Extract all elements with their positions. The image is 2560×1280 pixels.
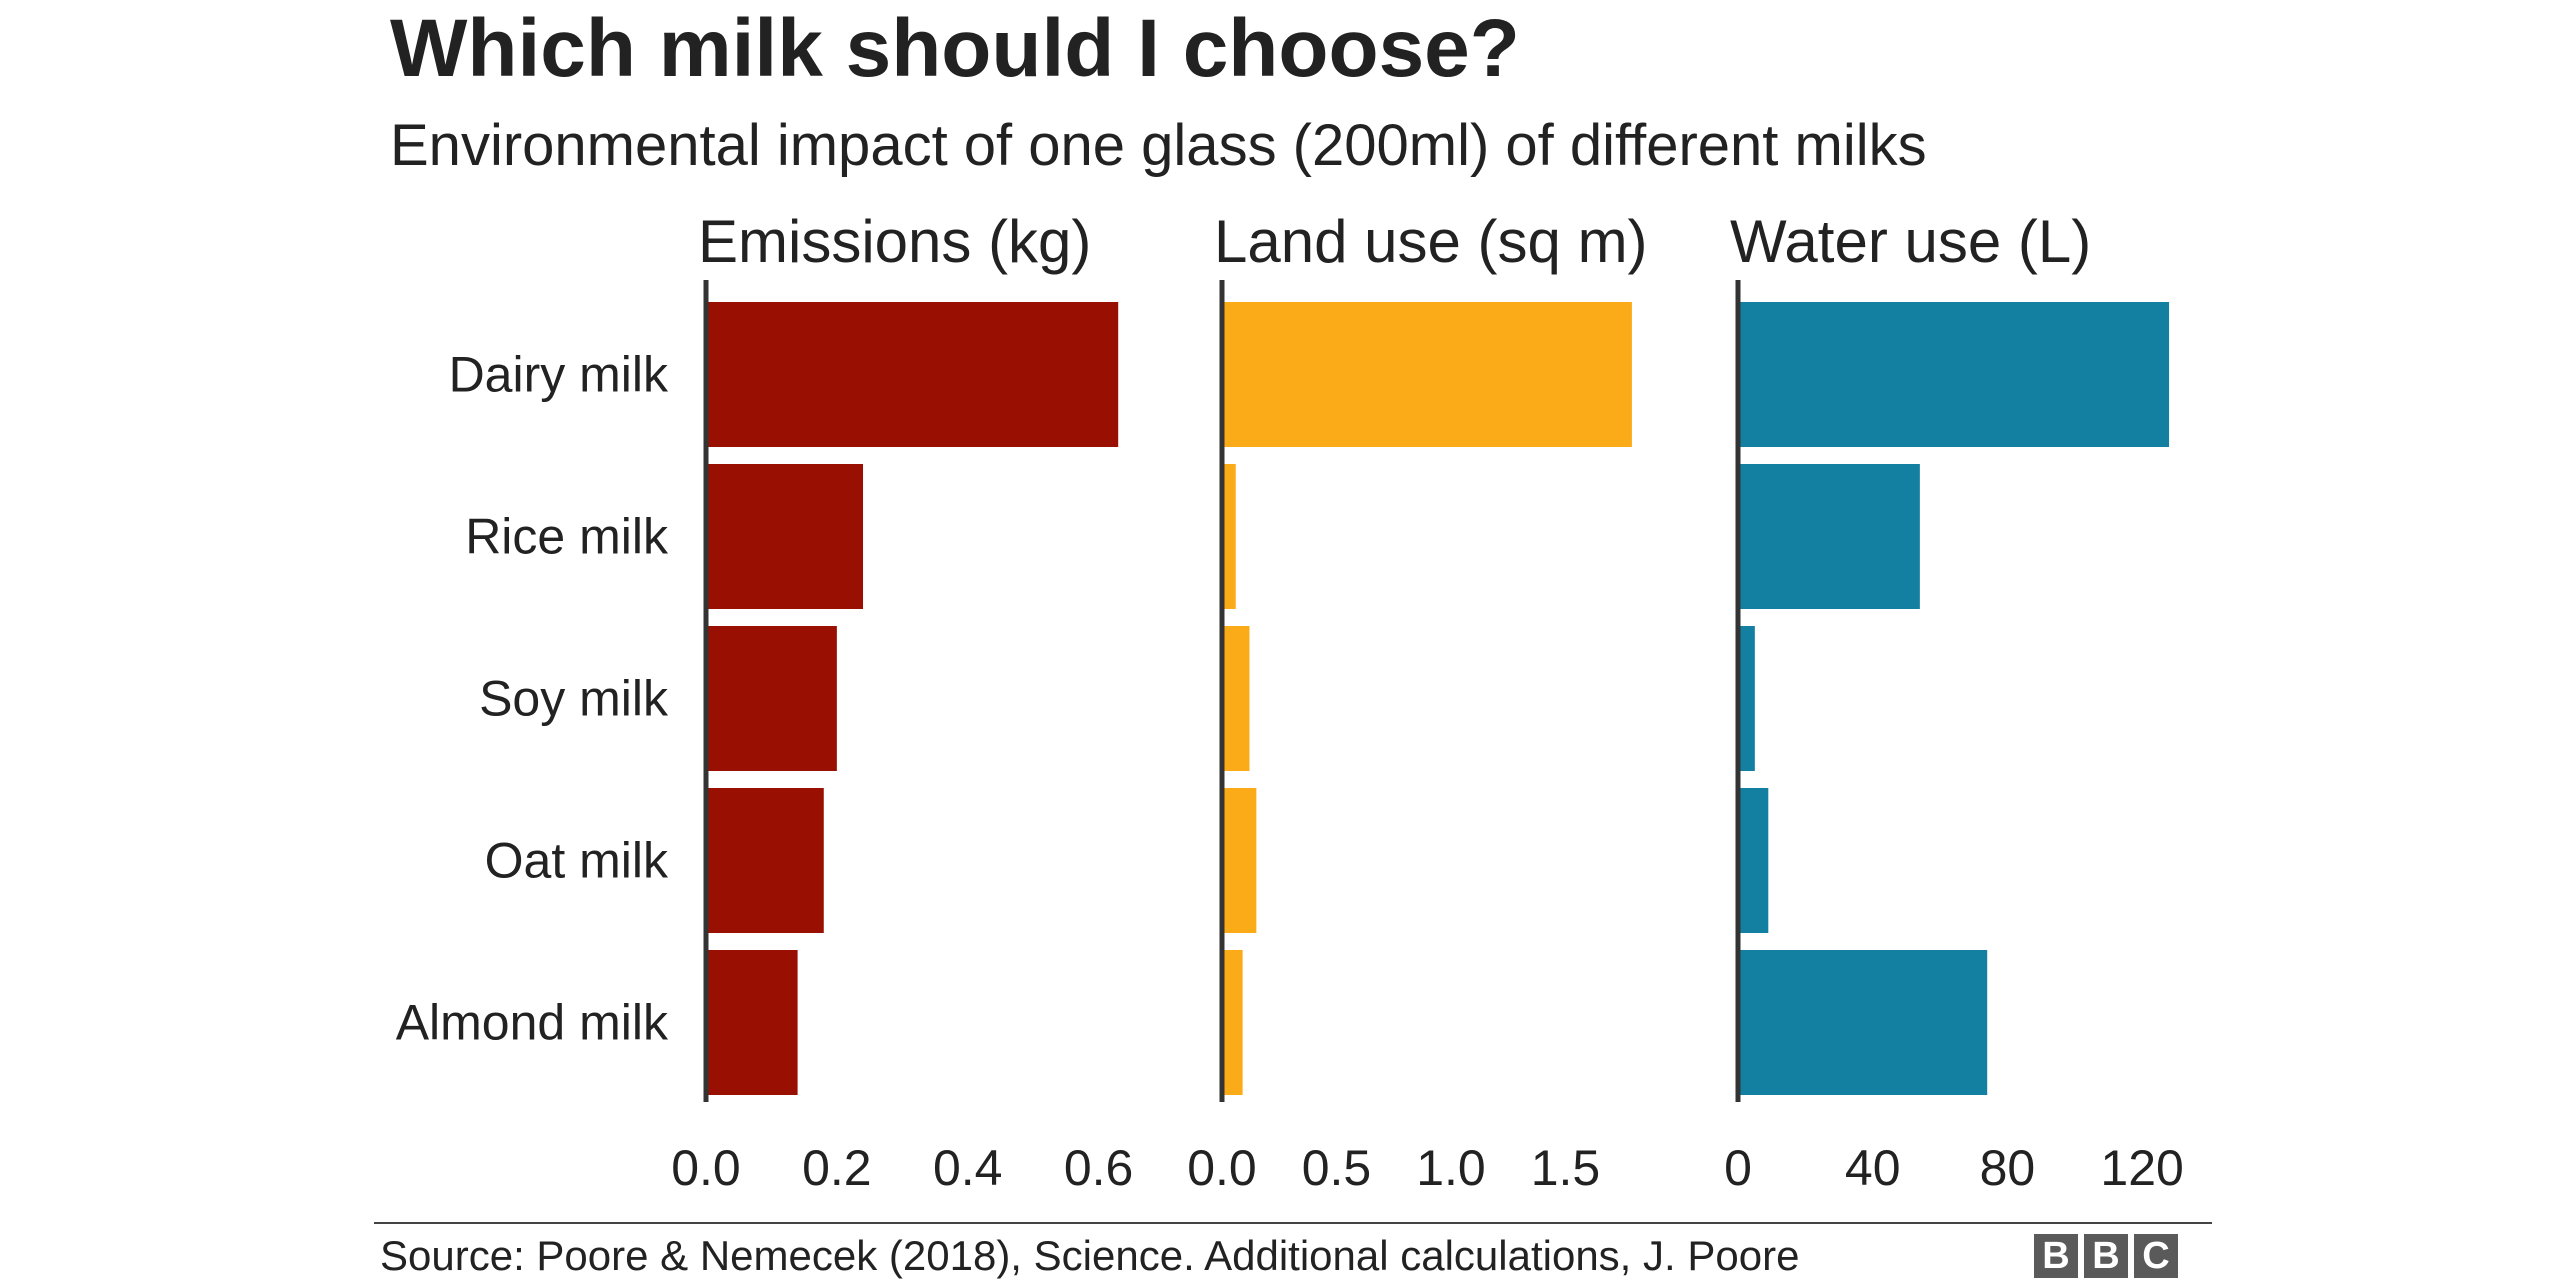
panel-title: Emissions (kg) — [698, 208, 1091, 275]
bbc-logo-letter: B — [2084, 1234, 2128, 1278]
bar — [1222, 626, 1250, 771]
bar — [1738, 626, 1755, 771]
bbc-logo-letter: C — [2134, 1234, 2178, 1278]
category-label: Oat milk — [485, 833, 669, 889]
tick-label: 0.0 — [671, 1140, 741, 1196]
category-label: Soy milk — [479, 671, 669, 727]
bar — [1222, 788, 1257, 933]
category-label: Dairy milk — [449, 347, 669, 403]
chart-title: Which milk should I choose? — [390, 3, 1520, 94]
bar — [1222, 464, 1236, 609]
tick-label: 0.5 — [1302, 1140, 1372, 1196]
tick-label: 120 — [2100, 1140, 2183, 1196]
category-label: Rice milk — [465, 509, 669, 565]
tick-label: 0.6 — [1064, 1140, 1134, 1196]
tick-label: 1.5 — [1531, 1140, 1601, 1196]
chart: Dairy milk Rice milk Soy milk Oat milk Almon… — [396, 208, 2184, 1196]
tick-label: 40 — [1845, 1140, 1901, 1196]
tick-label: 0.0 — [1187, 1140, 1257, 1196]
bar — [706, 302, 1119, 447]
bbc-logo-letter: B — [2034, 1234, 2078, 1278]
tick-label: 0 — [1724, 1140, 1752, 1196]
bar — [1222, 302, 1632, 447]
tick-label: 0.4 — [933, 1140, 1003, 1196]
bar — [706, 464, 864, 609]
chart-subtitle: Environmental impact of one glass (200ml… — [390, 113, 1927, 178]
bar — [1738, 302, 2170, 447]
category-label: Almond milk — [396, 995, 669, 1051]
bar — [706, 950, 798, 1095]
tick-label: 0.2 — [802, 1140, 872, 1196]
source-note: Source: Poore & Nemecek (2018), Science.… — [380, 1232, 1800, 1279]
bar — [706, 788, 824, 933]
bar — [1738, 950, 1988, 1095]
bar — [1222, 950, 1243, 1095]
bar — [1738, 464, 1920, 609]
bar — [1738, 788, 1769, 933]
tick-label: 80 — [1980, 1140, 2036, 1196]
bbc-logo: B B C — [2034, 1234, 2178, 1278]
panel-title: Land use (sq m) — [1214, 208, 1648, 275]
bar — [706, 626, 837, 771]
footer-divider — [374, 1222, 2212, 1224]
tick-label: 1.0 — [1416, 1140, 1486, 1196]
panel-title: Water use (L) — [1730, 208, 2091, 275]
